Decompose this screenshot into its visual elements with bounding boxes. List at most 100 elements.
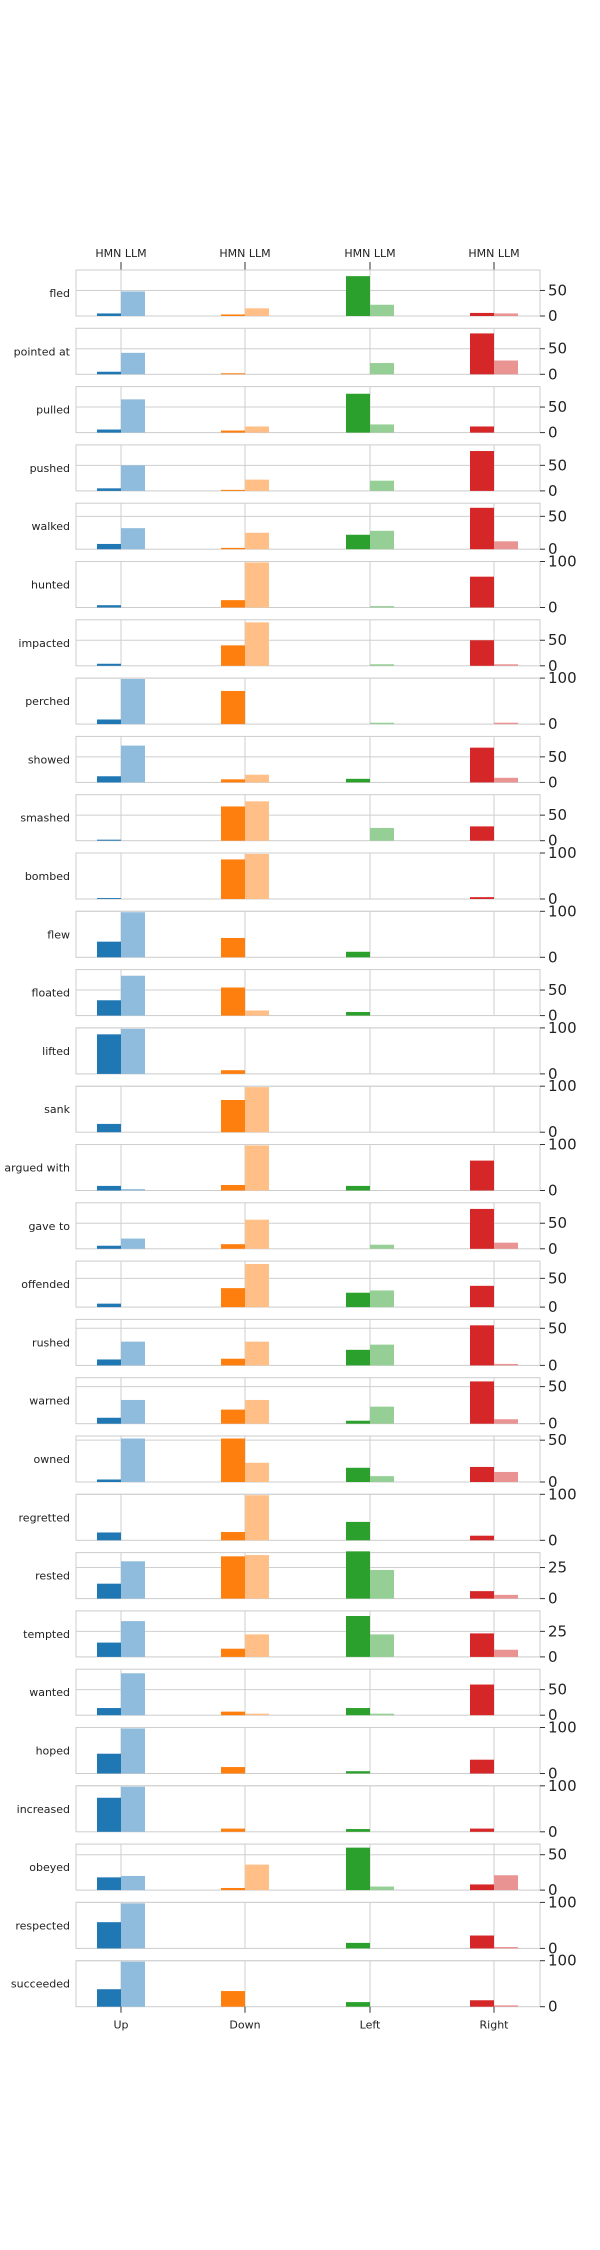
row-label: sank	[44, 1103, 70, 1116]
panel-gave-to: 0 50 gave to	[28, 1202, 567, 1258]
bar-llm-up	[121, 465, 145, 491]
panel-impacted: 0 50 impacted	[18, 619, 567, 675]
y-tick-label: 100	[548, 1077, 577, 1095]
panel-argued-with: 0 100 argued with	[4, 1136, 576, 1200]
bar-hmn-up	[97, 1245, 121, 1249]
bar-hmn-down	[221, 1070, 245, 1074]
y-tick-label: 0	[548, 1998, 558, 2016]
panel-owned: 0 50 owned	[34, 1431, 568, 1491]
y-tick-label: 100	[548, 1019, 577, 1037]
bar-llm-right	[494, 777, 518, 783]
bar-llm-down	[245, 1263, 269, 1308]
bar-hmn-left	[346, 1467, 370, 1482]
bar-llm-down	[245, 426, 269, 433]
bar-llm-left	[370, 1476, 394, 1482]
panel-frame	[75, 1960, 541, 2008]
row-label: lifted	[42, 1045, 70, 1058]
bar-llm-up	[121, 1875, 145, 1891]
y-tick-label: 0	[548, 1240, 558, 1258]
bar-hmn-up	[97, 941, 121, 958]
bar-hmn-left	[346, 1521, 370, 1541]
bar-hmn-left	[346, 778, 370, 783]
y-tick-label: 0	[548, 715, 558, 733]
y-tick-label: 0	[548, 1939, 558, 1957]
y-tick-label: 100	[548, 902, 577, 920]
bar-hmn-up	[97, 429, 121, 433]
bar-hmn-down	[221, 600, 245, 608]
y-tick-label: 0	[548, 1765, 558, 1783]
bar-llm-right	[494, 664, 518, 666]
bar-llm-down	[245, 1341, 269, 1366]
row-label: obeyed	[29, 1861, 70, 1874]
row-label: rested	[35, 1570, 70, 1583]
panel-frame	[75, 502, 541, 550]
panel-sank: 0 100 sank	[44, 1077, 576, 1141]
panel-frame	[75, 1377, 541, 1425]
bar-hmn-left	[346, 1771, 370, 1774]
bar-llm-left	[370, 1886, 394, 1891]
bar-llm-right	[494, 1649, 518, 1657]
panel-bombed: 0 100 bombed	[25, 844, 577, 908]
bar-hmn-up	[97, 1417, 121, 1424]
panel-frame	[75, 1785, 541, 1833]
bar-llm-down	[245, 1495, 269, 1541]
y-tick-label: 0	[548, 482, 558, 500]
bar-llm-right	[494, 1594, 518, 1599]
bar-hmn-up	[97, 1642, 121, 1657]
row-label: respected	[15, 1919, 70, 1932]
panel-frame	[75, 677, 541, 725]
row-label: impacted	[18, 637, 70, 650]
bar-hmn-right	[470, 426, 494, 433]
panel-frame	[75, 910, 541, 958]
bar-llm-right	[494, 1471, 518, 1482]
row-label: floated	[32, 987, 70, 1000]
bar-hmn-up	[97, 1797, 121, 1832]
y-tick-label: 100	[548, 1719, 577, 1737]
bar-llm-down	[245, 1399, 269, 1424]
y-tick-label: 100	[548, 1136, 577, 1154]
bar-hmn-up	[97, 1000, 121, 1016]
row-label: hunted	[31, 579, 70, 592]
bar-hmn-down	[221, 645, 245, 666]
row-label: rushed	[32, 1336, 70, 1349]
panel-frame	[75, 1435, 541, 1483]
bar-hmn-left	[346, 276, 370, 316]
bar-llm-down	[245, 1555, 269, 1599]
row-label: showed	[28, 753, 70, 766]
bar-llm-up	[121, 1028, 145, 1074]
y-tick-label: 100	[548, 844, 577, 862]
bar-hmn-left	[346, 1012, 370, 1016]
panel-warned: 0 50 warned	[29, 1377, 567, 1433]
bar-hmn-right	[470, 451, 494, 491]
y-tick-label: 100	[548, 669, 577, 687]
bar-llm-up	[121, 1786, 145, 1832]
x-category-label: Up	[113, 2019, 128, 2032]
y-tick-label: 50	[548, 1846, 567, 1864]
bar-hmn-left	[346, 1292, 370, 1308]
bar-hmn-down	[221, 1184, 245, 1191]
y-tick-label: 0	[548, 365, 558, 383]
bar-llm-left	[370, 424, 394, 433]
row-label: gave to	[28, 1220, 70, 1233]
panel-hoped: 0 100 hoped	[36, 1719, 577, 1783]
bar-llm-left	[370, 606, 394, 608]
y-tick-label: 0	[548, 1356, 558, 1374]
panel-frame	[75, 444, 541, 492]
bar-hmn-right	[470, 826, 494, 841]
bar-llm-left	[370, 1406, 394, 1424]
bar-hmn-down	[221, 489, 245, 491]
bar-hmn-down	[221, 1991, 245, 2007]
row-label: fled	[49, 287, 70, 300]
bar-llm-left	[370, 480, 394, 491]
bar-hmn-up	[97, 898, 121, 899]
y-tick-label: 50	[548, 1378, 567, 1396]
panel-rested: 0 25 rested	[35, 1551, 567, 1608]
y-tick-label: 50	[548, 456, 567, 474]
bar-hmn-down	[221, 547, 245, 550]
bar-hmn-right	[470, 1466, 494, 1482]
bar-hmn-up	[97, 488, 121, 491]
bar-hmn-right	[470, 1759, 494, 1774]
bar-hmn-down	[221, 806, 245, 841]
bar-llm-right	[494, 2005, 518, 2007]
